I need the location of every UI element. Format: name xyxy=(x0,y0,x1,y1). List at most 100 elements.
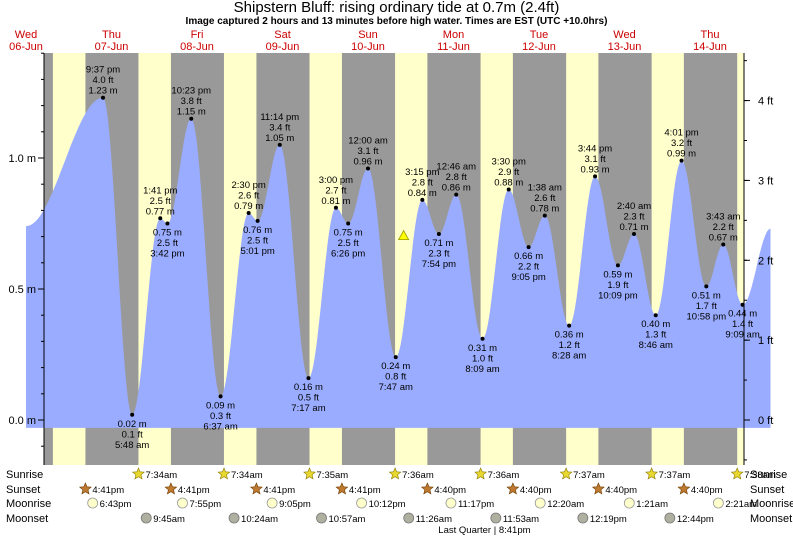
extreme-point xyxy=(165,221,170,226)
day-date: 09-Jun xyxy=(266,41,300,53)
extreme-label: 0.99 m xyxy=(667,149,696,160)
extreme-label: 1.2 ft xyxy=(559,340,580,351)
extreme-label: 0.44 m xyxy=(728,309,757,320)
extreme-label: 3.8 ft xyxy=(181,96,202,107)
sunset-time: 4:41pm xyxy=(263,485,295,496)
sunset-time: 4:41pm xyxy=(178,485,210,496)
row-label-left: Sunset xyxy=(6,484,40,496)
extreme-label: 0.96 m xyxy=(353,156,382,167)
day-name: Wed xyxy=(613,29,635,41)
extreme-label: 12:00 am xyxy=(348,135,388,146)
extreme-point xyxy=(393,355,398,360)
extreme-label: 3.1 ft xyxy=(357,146,378,157)
sunrise-icon xyxy=(730,467,744,480)
extreme-label: 0.76 m xyxy=(243,225,272,236)
moonset-time: 10:24am xyxy=(241,514,278,525)
sunrise-time: 7:34am xyxy=(231,470,263,481)
sunrise-icon xyxy=(559,467,573,480)
extreme-label: 0.02 m xyxy=(118,419,147,430)
day-name: Thu xyxy=(701,29,720,41)
row-label-right: Moonset xyxy=(750,513,792,525)
row-label-left: Sunrise xyxy=(6,469,43,481)
moon-phase-label: Last Quarter | 8:41pm xyxy=(438,525,530,536)
moonrise-icon xyxy=(356,497,367,509)
extreme-label: 2.5 ft xyxy=(157,238,178,249)
extreme-label: 9:05 pm xyxy=(511,272,545,283)
extreme-point xyxy=(526,245,531,250)
extreme-label: 6:26 pm xyxy=(331,249,365,260)
moonset-time: 11:26am xyxy=(416,514,452,525)
extreme-label: 2.5 ft xyxy=(338,238,359,249)
moonrise-time: 1:21am xyxy=(636,499,668,510)
day-date: 06-Jun xyxy=(9,41,43,53)
sunset-time: 4:40pm xyxy=(691,485,723,496)
extreme-label: 1.05 m xyxy=(265,133,294,144)
extreme-label: 12:46 am xyxy=(436,162,476,173)
extreme-label: 3:00 pm xyxy=(319,175,353,186)
sunrise-icon xyxy=(303,467,316,480)
extreme-point xyxy=(454,192,459,197)
extreme-label: 8:09 am xyxy=(465,364,499,375)
sunset-time: 4:40pm xyxy=(434,485,466,496)
extreme-label: 2.3 ft xyxy=(623,211,644,222)
sunrise-time: 7:38am xyxy=(744,470,776,481)
day-date: 11-Jun xyxy=(437,41,470,53)
sunrise-icon xyxy=(388,467,402,480)
chart-title: Shipstern Bluff: rising ordinary tide at… xyxy=(234,0,560,16)
day-date: 13-Jun xyxy=(608,41,642,53)
moonrise-icon xyxy=(534,497,546,509)
moonrise-icon xyxy=(445,497,457,509)
moonrise-time: 2:21am xyxy=(725,499,757,510)
moonrise-icon xyxy=(177,497,188,509)
moonrise-time: 9:05pm xyxy=(279,499,311,510)
right-tick-label: 2 ft xyxy=(758,255,773,267)
extreme-label: 0.40 m xyxy=(641,319,670,330)
extreme-label: 8:46 am xyxy=(639,340,673,351)
extreme-label: 3:43 am xyxy=(706,211,740,222)
extreme-label: 10:58 pm xyxy=(687,311,727,322)
extreme-label: 2.7 ft xyxy=(325,185,346,196)
row-label-left: Moonrise xyxy=(6,498,51,510)
moonset-icon xyxy=(664,512,676,524)
extreme-label: 2.6 ft xyxy=(238,191,259,202)
extreme-label: 0.09 m xyxy=(206,400,235,411)
extreme-label: 1:41 pm xyxy=(143,185,177,196)
moonset-icon xyxy=(577,512,589,524)
extreme-label: 0.36 m xyxy=(555,330,584,341)
extreme-label: 0.75 m xyxy=(334,228,363,239)
extreme-label: 3:42 pm xyxy=(150,249,184,260)
moonset-icon xyxy=(490,512,502,524)
extreme-label: 0.5 ft xyxy=(298,393,319,404)
extreme-point xyxy=(506,187,511,192)
sunrise-time: 7:36am xyxy=(488,470,520,481)
extreme-point xyxy=(653,313,658,318)
extreme-label: 0.77 m xyxy=(146,206,175,217)
extreme-point xyxy=(218,394,223,399)
extreme-label: 3.4 ft xyxy=(269,122,290,133)
left-tick-label: 1.0 m xyxy=(8,153,36,165)
extreme-point xyxy=(277,142,282,147)
day-name: Mon xyxy=(443,29,464,41)
sunrise-time: 7:35am xyxy=(317,470,349,481)
sunset-icon xyxy=(164,482,178,495)
extreme-label: 2.6 ft xyxy=(534,193,555,204)
sunset-time: 4:41pm xyxy=(349,485,381,496)
sunset-icon xyxy=(78,482,92,495)
extreme-label: 2.2 ft xyxy=(518,262,539,273)
extreme-label: 7:17 am xyxy=(291,403,325,414)
extreme-label: 2.2 ft xyxy=(713,222,734,233)
tide-area xyxy=(26,97,771,428)
extreme-point xyxy=(366,166,370,171)
sunrise-time: 7:37am xyxy=(573,470,605,481)
moonrise-time: 10:12pm xyxy=(369,499,406,510)
extreme-label: 1.3 ft xyxy=(645,330,666,341)
sunrise-time: 7:36am xyxy=(402,470,434,481)
moonrise-time: 11:17pm xyxy=(458,499,494,510)
extreme-label: 7:47 am xyxy=(379,382,413,393)
astro-rows: Sunrise Sunrise Sunset Sunset Moonrise Moonri… xyxy=(6,467,793,536)
extreme-label: 0.8 ft xyxy=(385,372,406,383)
moonrise-icon xyxy=(87,497,99,509)
extreme-label: 1:38 am xyxy=(528,183,562,194)
extreme-label: 9:09 am xyxy=(725,330,759,341)
